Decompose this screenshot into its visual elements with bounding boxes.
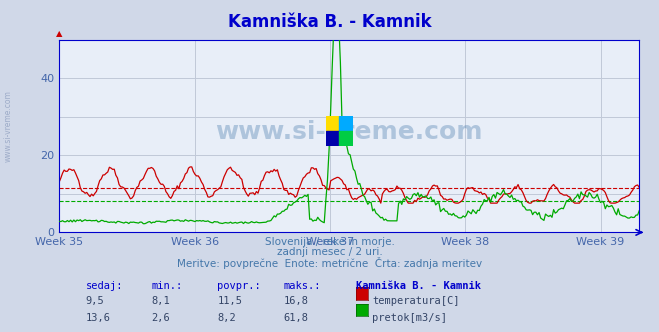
- Text: povpr.:: povpr.:: [217, 281, 261, 290]
- Text: ▲: ▲: [56, 29, 63, 38]
- Text: 8,2: 8,2: [217, 313, 236, 323]
- Text: Kamniška B. - Kamnik: Kamniška B. - Kamnik: [228, 13, 431, 31]
- Text: min.:: min.:: [152, 281, 183, 290]
- Text: zadnji mesec / 2 uri.: zadnji mesec / 2 uri.: [277, 247, 382, 257]
- Text: Meritve: povprečne  Enote: metrične  Črta: zadnja meritev: Meritve: povprečne Enote: metrične Črta:…: [177, 257, 482, 269]
- Text: 2,6: 2,6: [152, 313, 170, 323]
- Text: www.si-vreme.com: www.si-vreme.com: [215, 120, 483, 144]
- Text: 16,8: 16,8: [283, 296, 308, 306]
- Text: sedaj:: sedaj:: [86, 281, 123, 290]
- Text: Slovenija / reke in morje.: Slovenija / reke in morje.: [264, 237, 395, 247]
- Text: pretok[m3/s]: pretok[m3/s]: [372, 313, 447, 323]
- Bar: [326, 116, 339, 131]
- Text: www.si-vreme.com: www.si-vreme.com: [3, 90, 13, 162]
- Text: temperatura[C]: temperatura[C]: [372, 296, 460, 306]
- Bar: [339, 131, 353, 146]
- Bar: [339, 116, 353, 131]
- Text: 8,1: 8,1: [152, 296, 170, 306]
- Text: Kamniška B. - Kamnik: Kamniška B. - Kamnik: [356, 281, 481, 290]
- Text: 13,6: 13,6: [86, 313, 111, 323]
- Text: 9,5: 9,5: [86, 296, 104, 306]
- Text: maks.:: maks.:: [283, 281, 321, 290]
- Text: 11,5: 11,5: [217, 296, 243, 306]
- Text: 61,8: 61,8: [283, 313, 308, 323]
- Bar: [326, 131, 339, 146]
